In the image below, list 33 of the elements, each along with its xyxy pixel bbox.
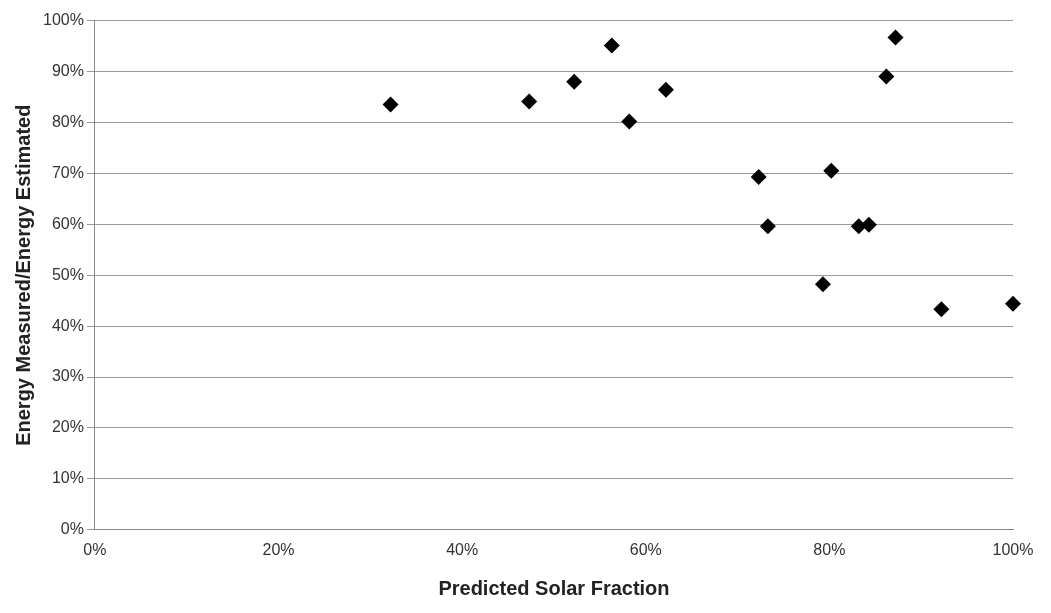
point xyxy=(887,29,904,46)
x-tick-label: 0% xyxy=(83,540,107,558)
y-tick-label: 80% xyxy=(51,112,84,130)
point xyxy=(603,37,620,54)
y-tick-label: 50% xyxy=(51,265,84,283)
x-axis-title: Predicted Solar Fraction xyxy=(438,576,670,599)
y-tick-label: 40% xyxy=(51,316,84,334)
point xyxy=(621,113,638,130)
point xyxy=(759,218,776,235)
y-tick-label: 30% xyxy=(51,367,84,385)
point xyxy=(382,96,399,113)
point xyxy=(823,162,840,179)
point xyxy=(814,276,831,293)
point xyxy=(566,73,583,90)
point xyxy=(750,168,767,185)
x-tick-label: 40% xyxy=(446,540,479,558)
point xyxy=(657,81,674,98)
y-tick-label: 90% xyxy=(51,61,84,79)
point xyxy=(933,301,950,318)
y-axis-title: Energy Measured/Energy Estimated xyxy=(11,104,34,446)
x-tick-label: 80% xyxy=(813,540,846,558)
x-tick-label: 60% xyxy=(629,540,662,558)
point xyxy=(1005,295,1021,312)
y-tick-label: 60% xyxy=(51,214,84,232)
y-tick-label: 0% xyxy=(60,520,84,538)
x-tick-label: 100% xyxy=(992,540,1034,558)
x-tick-label: 20% xyxy=(262,540,295,558)
y-tick-label: 20% xyxy=(51,418,84,436)
point xyxy=(878,68,895,85)
y-tick-label: 10% xyxy=(51,469,84,487)
y-tick-label: 70% xyxy=(51,163,84,181)
y-tick-label: 100% xyxy=(43,11,84,29)
point xyxy=(521,93,538,110)
